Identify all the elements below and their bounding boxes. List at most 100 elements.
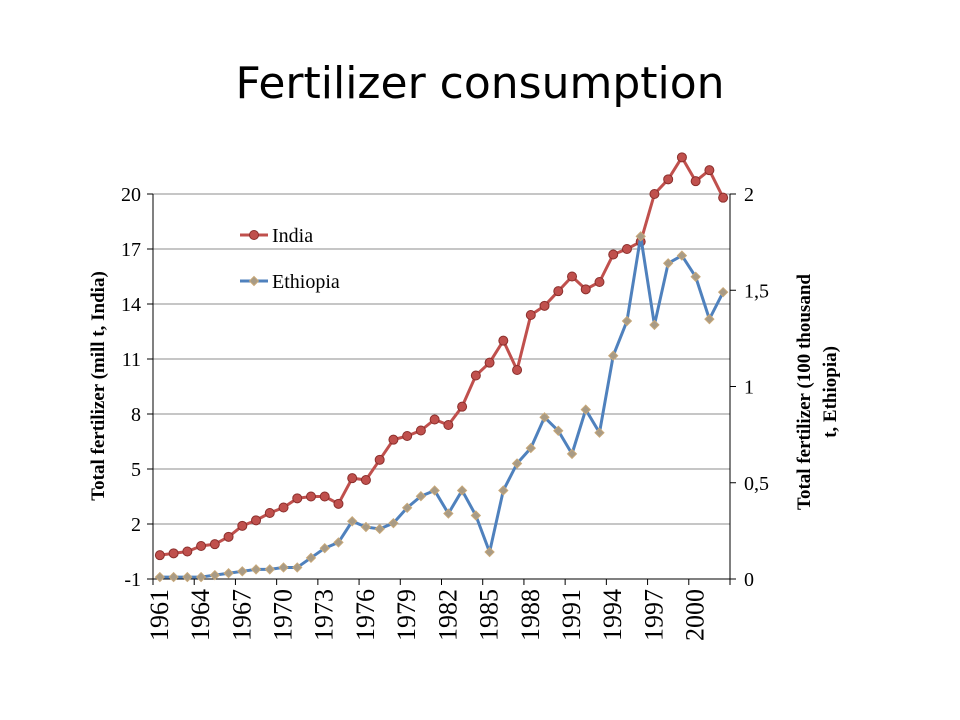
india-point (415, 425, 426, 436)
x-tick-label: 1976 (351, 589, 380, 641)
ethiopia-point (484, 546, 495, 558)
x-tick-label: 1964 (186, 589, 215, 641)
x-tick-label: 1994 (598, 589, 627, 641)
india-point (429, 414, 440, 425)
x-tick-label: 1970 (269, 589, 298, 641)
india-line (159, 155, 725, 557)
india-point (567, 271, 578, 282)
india-point (676, 152, 687, 163)
x-tick-label: 1985 (475, 589, 504, 641)
ethiopia-point (539, 412, 550, 423)
ethiopia-point (209, 569, 221, 581)
india-point (347, 473, 358, 484)
ethiopia-point (525, 442, 537, 454)
legend-ethiopia-label: Ethiopia (272, 271, 340, 293)
ethiopia-point (511, 458, 523, 469)
ethiopia-point (635, 231, 646, 242)
india-point (539, 300, 550, 311)
ethiopia-point (580, 404, 591, 415)
india-point (608, 249, 619, 260)
india-point (292, 493, 303, 504)
india-point (154, 550, 165, 561)
legend-india-marker (249, 230, 259, 240)
ethiopia-point (717, 286, 729, 298)
slide-title: Fertilizer consumption (235, 58, 725, 109)
ethiopia-point (553, 425, 564, 436)
ethiopia-point (608, 350, 619, 361)
x-tick-label: 1967 (227, 589, 256, 641)
legend-india-label: India (272, 225, 313, 247)
ethiopia-point (154, 571, 166, 583)
left-tick-label: -1 (124, 569, 141, 591)
india-point (209, 539, 220, 550)
india-point (402, 431, 413, 441)
india-point (704, 165, 715, 176)
ethiopia-point (429, 485, 440, 496)
x-tick-label: 1991 (557, 589, 586, 641)
india-point (512, 365, 523, 375)
right-axis-title: Total fertilizer (100 thousand t, Ethiopi… (794, 274, 841, 510)
india-point (333, 498, 344, 509)
india-point (580, 284, 591, 295)
x-tick-label: 1982 (433, 589, 462, 641)
india-point (443, 420, 454, 430)
ethiopia-point (662, 258, 674, 269)
india-point (305, 491, 316, 502)
india-point (388, 434, 399, 445)
india-point (470, 370, 481, 381)
left-tick-label: 11 (122, 349, 141, 371)
right-tick-label: 0 (744, 569, 754, 591)
india-point (498, 335, 509, 346)
india-point (223, 531, 234, 542)
india-point (690, 176, 701, 187)
right-tick-label: 1,5 (744, 280, 769, 302)
ethiopia-point (456, 485, 468, 496)
ethiopia-point (594, 427, 605, 438)
ethiopia-point (182, 571, 193, 583)
india-point (196, 541, 207, 551)
ethiopia-point (415, 491, 427, 502)
ethiopia-point (443, 508, 454, 519)
ethiopia-point (305, 552, 317, 564)
left-tick-label: 14 (121, 294, 141, 316)
india-point (251, 515, 262, 526)
ethiopia-point (649, 319, 660, 331)
ethiopia-point (195, 571, 207, 583)
ethiopia-point (388, 517, 399, 529)
x-tick-label: 1997 (639, 589, 668, 641)
left-tick-label: 8 (131, 404, 141, 426)
legend-ethiopia-marker (248, 275, 260, 287)
india-point (264, 508, 275, 518)
india-point (278, 502, 289, 513)
india-point (360, 475, 371, 485)
ethiopia-point (250, 564, 262, 575)
ethiopia-point (223, 568, 234, 579)
india-point (237, 520, 248, 531)
india-point (649, 189, 660, 199)
x-tick-label: 1973 (310, 589, 339, 641)
ethiopia-point (360, 521, 372, 533)
ethiopia-point (401, 502, 413, 513)
ethiopia-point (621, 315, 633, 327)
india-point (319, 491, 330, 502)
ethiopia-point (264, 564, 275, 575)
x-tick-label: 1988 (516, 589, 545, 641)
right-tick-label: 0,5 (744, 473, 769, 495)
india-point (553, 286, 564, 297)
left-tick-label: 5 (131, 459, 141, 481)
india-point (374, 454, 385, 465)
ethiopia-point (470, 510, 482, 521)
right-tick-label: 2 (744, 184, 754, 206)
ethiopia-point (690, 271, 701, 282)
right-tick-label: 1 (744, 377, 754, 399)
ethiopia-point (676, 250, 688, 261)
ethiopia-point (346, 516, 358, 527)
ethiopia-point (704, 313, 715, 325)
india-point (457, 401, 468, 412)
left-tick-label: 20 (121, 184, 141, 206)
ethiopia-point (319, 542, 330, 554)
x-tick-label: 1979 (392, 589, 421, 641)
india-point (594, 277, 605, 287)
india-point (182, 546, 193, 557)
